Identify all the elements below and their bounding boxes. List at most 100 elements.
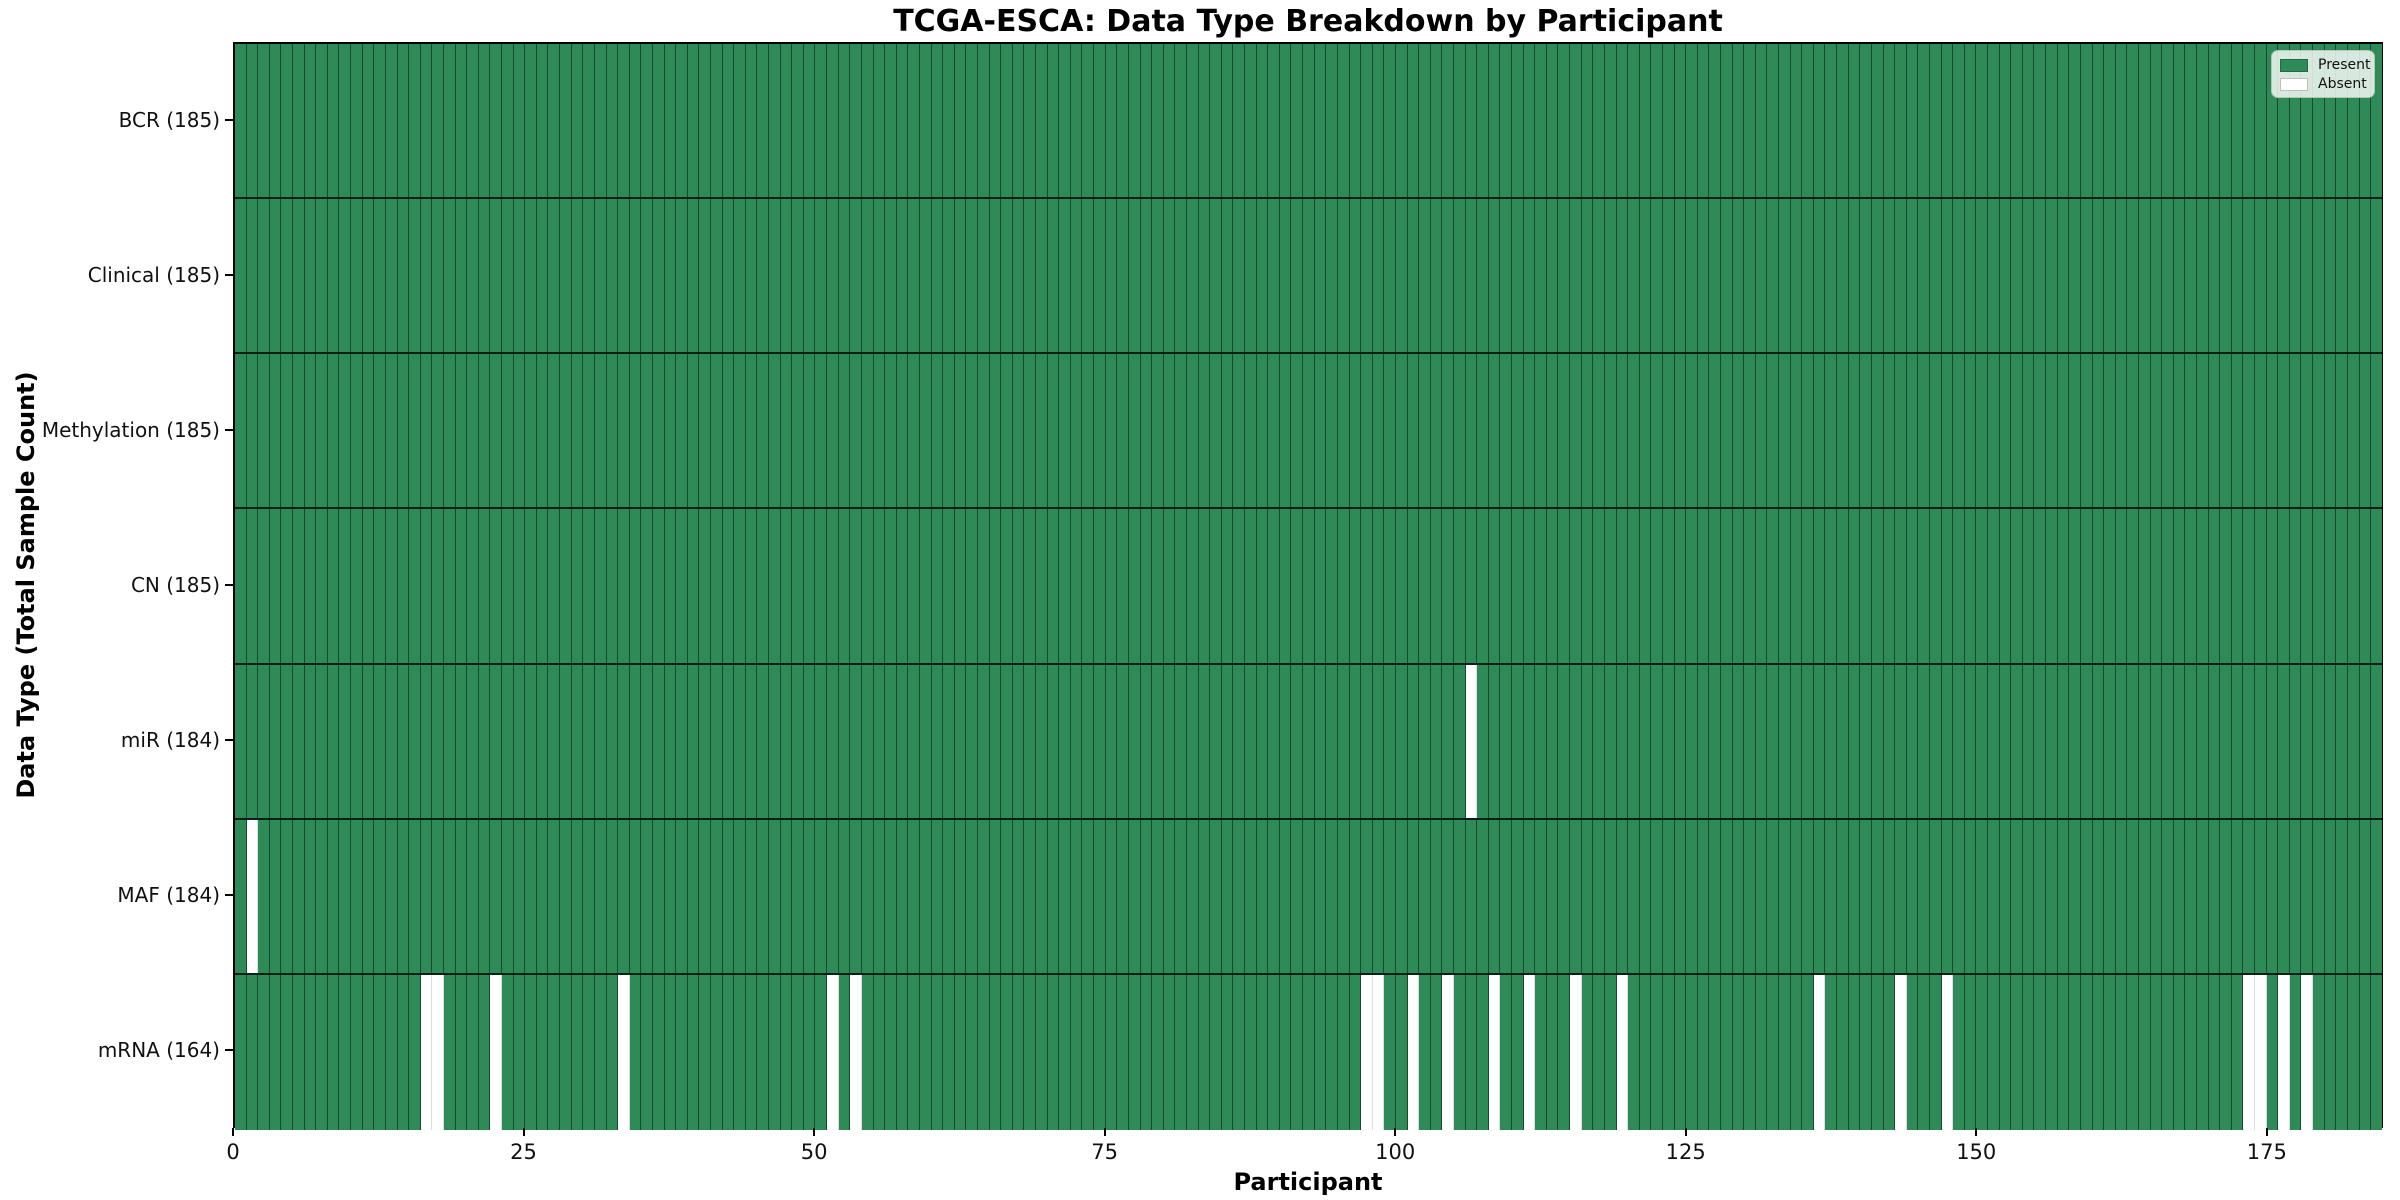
present-cell (1918, 354, 1930, 508)
present-cell (745, 354, 758, 508)
present-cell (443, 819, 456, 973)
present-cell (2069, 44, 2081, 198)
x-tick-mark (1103, 1128, 1106, 1136)
present-cell (316, 819, 328, 973)
present-cell (1523, 354, 1536, 508)
present-cell (1221, 974, 1234, 1130)
present-cell (2080, 199, 2093, 353)
present-cell (1999, 509, 2012, 663)
present-cell (757, 509, 770, 663)
present-cell (908, 509, 920, 663)
present-cell (1604, 974, 1617, 1130)
present-cell (1535, 199, 1547, 353)
y-tick-mark (225, 273, 233, 276)
present-cell (908, 44, 920, 198)
present-cell (409, 354, 421, 508)
present-cell (1744, 354, 1756, 508)
present-cell (745, 664, 758, 818)
y-tick-mark (225, 739, 233, 742)
present-cell (385, 44, 398, 198)
present-cell (351, 664, 363, 818)
present-cell (1442, 199, 1454, 353)
present-cell (838, 819, 851, 973)
present-cell (1604, 509, 1617, 663)
present-cell (1291, 664, 1304, 818)
present-cell (780, 664, 793, 818)
present-cell (827, 819, 839, 973)
present-cell (594, 819, 607, 973)
present-cell (246, 509, 259, 663)
present-cell (2104, 664, 2116, 818)
present-cell (467, 664, 479, 818)
present-cell (1337, 354, 1350, 508)
present-cell (1837, 509, 1849, 663)
present-cell (1604, 819, 1617, 973)
present-cell (548, 974, 561, 1130)
present-cell (757, 974, 770, 1130)
present-cell (1581, 664, 1594, 818)
present-cell (908, 819, 920, 973)
present-cell (1256, 44, 1269, 198)
present-cell (1245, 44, 1257, 198)
present-cell (1047, 974, 1060, 1130)
present-cell (2231, 974, 2244, 1130)
present-cell (1117, 664, 1129, 818)
present-cell (2034, 44, 2047, 198)
present-cell (710, 44, 723, 198)
present-cell (2162, 354, 2174, 508)
present-cell (1337, 509, 1350, 663)
present-cell (1918, 819, 1930, 973)
present-cell (1395, 199, 1408, 353)
present-cell (1593, 354, 1605, 508)
present-cell (1871, 509, 1884, 663)
present-cell (327, 664, 340, 818)
present-cell (850, 354, 862, 508)
present-cell (1918, 44, 1930, 198)
absent-cell (2301, 974, 2314, 1130)
present-cell (896, 354, 909, 508)
present-cell (780, 354, 793, 508)
present-cell (490, 819, 503, 973)
present-cell (1349, 974, 1362, 1130)
x-tick-label: 25 (510, 1140, 537, 1164)
present-cell (1059, 199, 1071, 353)
present-cell (1941, 44, 1954, 198)
present-cell (2150, 354, 2163, 508)
present-cell (1024, 664, 1037, 818)
present-cell (2080, 44, 2093, 198)
present-cell (2138, 44, 2151, 198)
present-cell (780, 974, 793, 1130)
present-cell (1233, 974, 1246, 1130)
present-cell (1430, 664, 1443, 818)
present-cell (1349, 199, 1362, 353)
present-cell (2022, 509, 2035, 663)
present-cell (2208, 509, 2221, 663)
present-cell (443, 664, 456, 818)
present-cell (258, 199, 270, 353)
present-cell (397, 199, 410, 353)
present-cell (1941, 199, 1954, 353)
present-cell (374, 819, 386, 973)
present-cell (1407, 664, 1420, 818)
present-cell (861, 974, 874, 1130)
present-cell (1059, 819, 1071, 973)
present-cell (594, 354, 607, 508)
x-tick-label: 100 (1375, 1140, 1416, 1164)
present-cell (1001, 44, 1013, 198)
present-cell (652, 354, 665, 508)
present-cell (1128, 44, 1141, 198)
present-cell (1639, 819, 1652, 973)
present-cell (304, 819, 317, 973)
present-cell (1012, 664, 1025, 818)
present-cell (385, 974, 398, 1130)
present-cell (1570, 199, 1582, 353)
present-cell (885, 819, 897, 973)
present-cell (1233, 664, 1246, 818)
present-cell (1384, 819, 1396, 973)
present-cell (1372, 819, 1385, 973)
present-cell (1512, 354, 1524, 508)
present-cell (943, 819, 955, 973)
present-cell (1512, 819, 1524, 973)
present-cell (420, 44, 433, 198)
present-cell (502, 664, 514, 818)
